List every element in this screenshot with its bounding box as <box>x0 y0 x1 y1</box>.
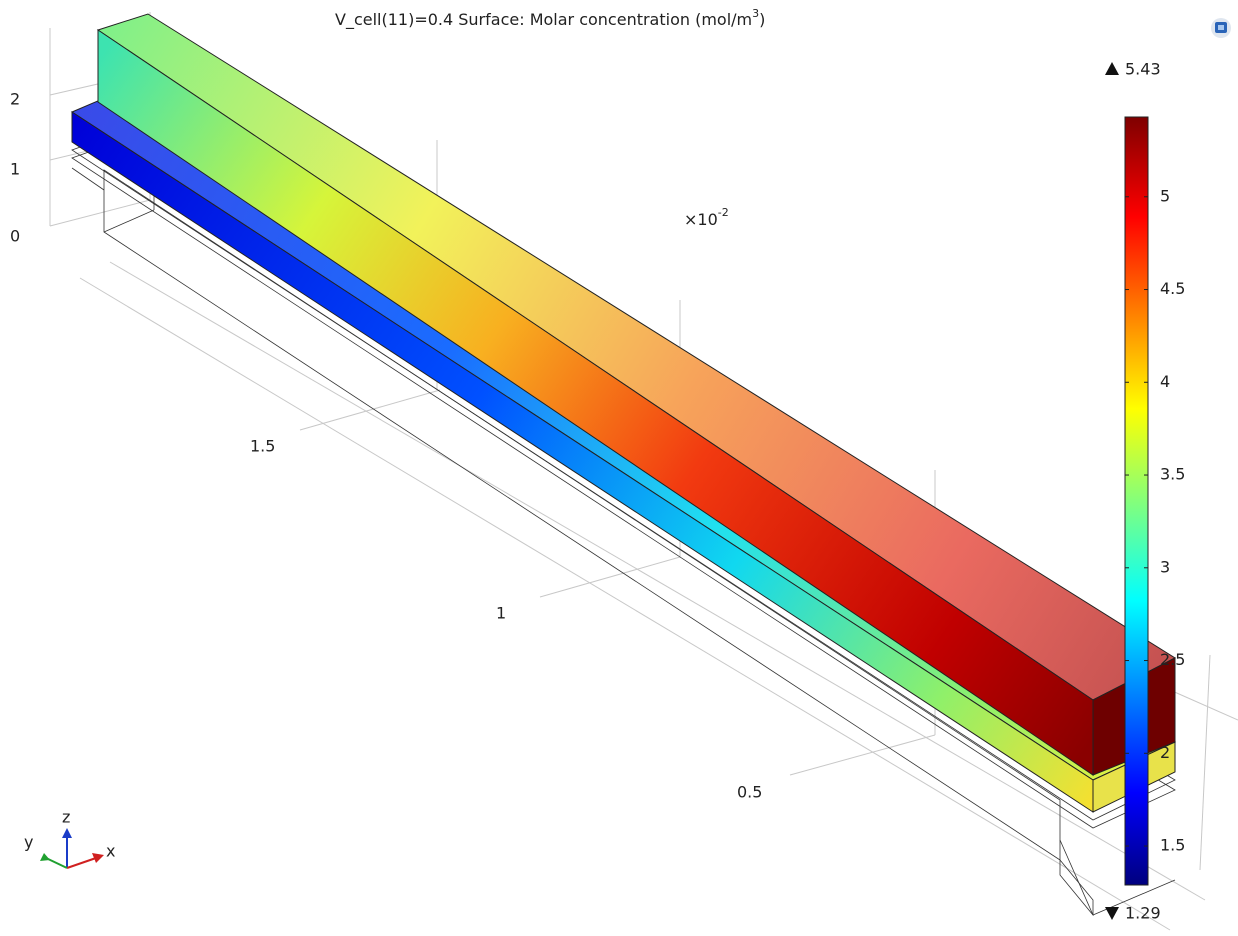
scale-exponent: -2 <box>718 206 729 219</box>
colorbar-tick-label: 2 <box>1160 743 1170 762</box>
z-tick-label: 2 <box>10 90 20 109</box>
triad-y: y <box>24 833 33 852</box>
colorbar-tick-label: 3.5 <box>1160 465 1185 484</box>
axis-scale: ×10-2 <box>684 206 729 229</box>
axis-triad: z x y <box>24 808 115 869</box>
colorbar: 5.43 1.29 1.5 2 2.5 3 3.5 4 4.5 5 <box>1105 60 1185 923</box>
triad-z: z <box>62 808 70 827</box>
triad-x: x <box>106 842 115 861</box>
z-tick-label: 1 <box>10 160 20 179</box>
plot-title: V_cell(11)=0.4 Surface: Molar concentrat… <box>335 7 765 30</box>
view-icon[interactable] <box>1211 18 1231 38</box>
title-text: V_cell(11)=0.4 Surface: Molar concentrat… <box>335 10 752 30</box>
colorbar-tick-label: 5 <box>1160 186 1170 205</box>
y-tick-label: 1.5 <box>250 437 275 456</box>
colorbar-tick-label: 4 <box>1160 372 1170 391</box>
colorbar-max: 5.43 <box>1125 60 1161 79</box>
wireframe <box>71 139 1176 917</box>
y-tick-label: 1 <box>496 604 506 623</box>
colorbar-min: 1.29 <box>1125 904 1161 923</box>
title-suffix: ) <box>759 10 765 29</box>
colorbar-tick-label: 4.5 <box>1160 279 1185 298</box>
max-marker <box>1105 62 1119 75</box>
title-superscript: 3 <box>752 7 759 20</box>
min-marker <box>1105 907 1119 920</box>
colorbar-gradient <box>1124 116 1149 886</box>
z-tick-label: 0 <box>10 227 20 246</box>
scale-base: ×10 <box>684 210 718 229</box>
colorbar-tick-label: 1.5 <box>1160 836 1185 855</box>
upper-box <box>96 13 1177 776</box>
colorbar-tick-label: 2.5 <box>1160 650 1185 669</box>
colorbar-tick-label: 3 <box>1160 557 1170 576</box>
y-tick-label: 0.5 <box>737 783 762 802</box>
